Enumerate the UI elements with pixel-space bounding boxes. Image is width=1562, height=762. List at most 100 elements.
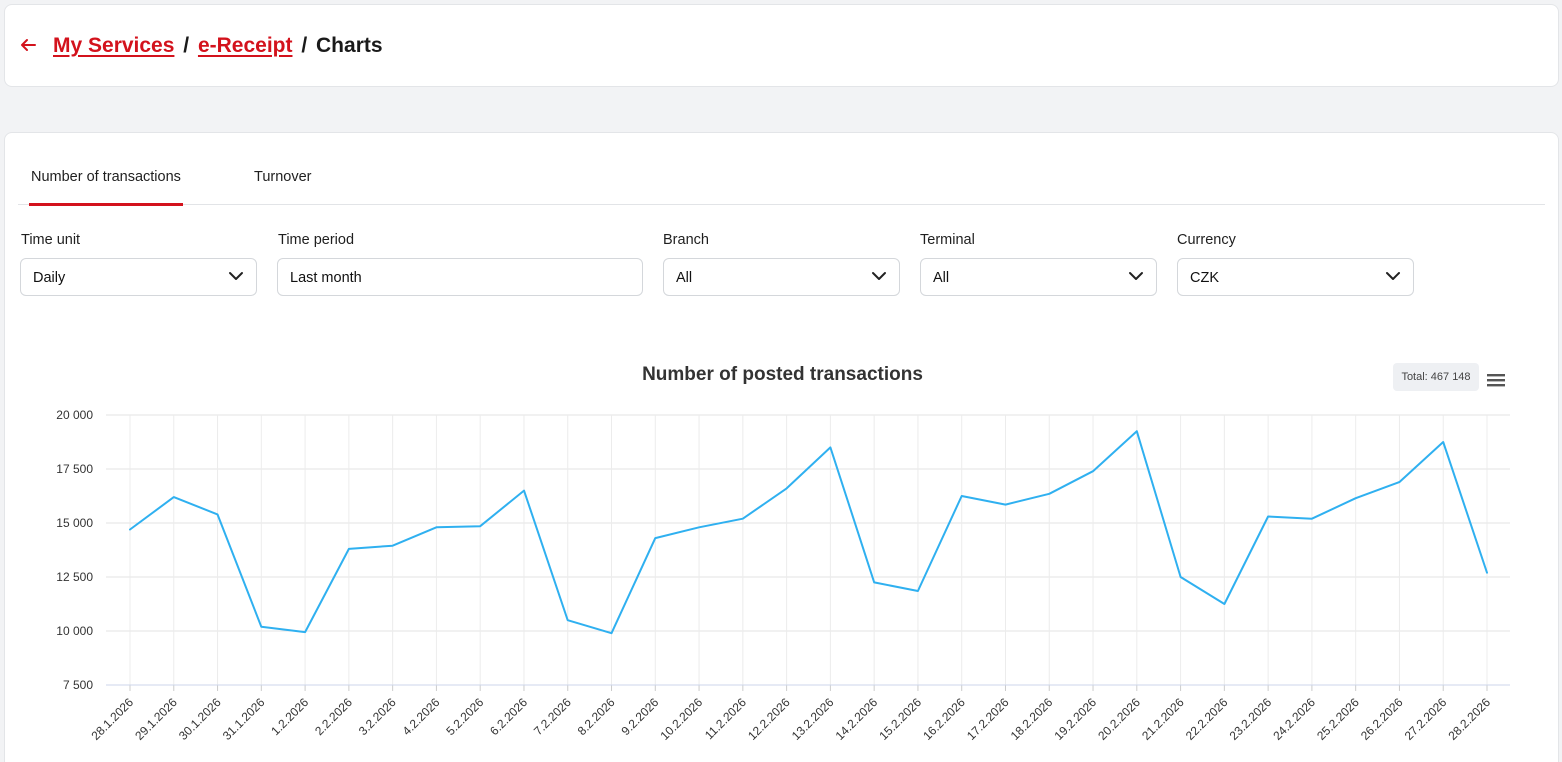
data-point (915, 588, 921, 594)
data-point (1353, 495, 1359, 501)
x-tick-label: 23.2.2026 (1227, 695, 1275, 743)
y-tick-label: 20 000 (56, 408, 93, 422)
y-tick-label: 7 500 (63, 678, 93, 692)
y-tick-label: 10 000 (56, 624, 93, 638)
header-card: My Services / e-Receipt / Charts (4, 4, 1559, 87)
data-point (433, 524, 439, 530)
x-tick-label: 19.2.2026 (1052, 695, 1100, 743)
y-tick-label: 15 000 (56, 516, 93, 530)
data-point (1396, 479, 1402, 485)
data-point (1046, 491, 1052, 497)
tab-bar: Number of transactions Turnover (18, 133, 1545, 206)
arrow-left-icon[interactable] (19, 37, 37, 53)
x-tick-label: 30.1.2026 (176, 695, 224, 743)
x-tick-label: 29.1.2026 (132, 695, 180, 743)
data-point (1484, 570, 1490, 576)
x-tick-label: 2.2.2026 (312, 695, 355, 738)
data-point (346, 546, 352, 552)
data-point (1309, 516, 1315, 522)
x-tick-label: 31.1.2026 (220, 695, 268, 743)
time-unit-value: Daily (33, 270, 66, 286)
x-tick-label: 13.2.2026 (789, 695, 837, 743)
data-point (696, 524, 702, 530)
data-point (1265, 514, 1271, 520)
time-period-value: Last month (290, 270, 362, 286)
chevron-down-icon (1129, 272, 1143, 280)
x-tick-label: 14.2.2026 (833, 695, 881, 743)
chart-title: Number of posted transactions (642, 364, 923, 385)
data-point (740, 516, 746, 522)
data-point (784, 485, 790, 491)
x-tick-label: 7.2.2026 (531, 695, 574, 738)
data-point (171, 494, 177, 500)
x-tick-label: 10.2.2026 (658, 695, 706, 743)
y-tick-label: 17 500 (56, 462, 93, 476)
time-unit-select[interactable]: Daily (20, 258, 257, 296)
x-tick-label: 1.2.2026 (268, 695, 311, 738)
branch-value: All (676, 270, 693, 286)
x-tick-label: 15.2.2026 (876, 695, 924, 743)
currency-select[interactable]: CZK (1177, 258, 1414, 296)
x-tick-label: 4.2.2026 (400, 695, 443, 738)
data-point (827, 444, 833, 450)
x-tick-label: 26.2.2026 (1358, 695, 1406, 743)
hamburger-menu-icon[interactable] (1487, 372, 1505, 388)
x-tick-label: 5.2.2026 (443, 695, 486, 738)
data-point (609, 630, 615, 636)
x-tick-label: 27.2.2026 (1402, 695, 1450, 743)
chart-total-badge: Total: 467 148 (1393, 363, 1479, 391)
time-period-field[interactable]: Last month (277, 258, 643, 296)
data-point (652, 535, 658, 541)
chevron-down-icon (1386, 272, 1400, 280)
data-point (871, 579, 877, 585)
data-point (1090, 468, 1096, 474)
tab-number-of-transactions[interactable]: Number of transactions (29, 169, 183, 206)
breadcrumb: My Services / e-Receipt / Charts (53, 34, 383, 58)
x-tick-label: 28.2.2026 (1445, 695, 1493, 743)
breadcrumb-my-services-link[interactable]: My Services (53, 34, 175, 57)
data-point (959, 493, 965, 499)
x-tick-label: 12.2.2026 (745, 695, 793, 743)
breadcrumb-separator: / (183, 34, 190, 57)
data-point (1440, 439, 1446, 445)
page-title: Charts (316, 34, 383, 57)
x-tick-label: 8.2.2026 (575, 695, 618, 738)
data-point (258, 624, 264, 630)
branch-select[interactable]: All (663, 258, 900, 296)
time-period-label: Time period (278, 232, 355, 248)
data-point (215, 511, 221, 517)
charts-card: Number of transactions Turnover Time uni… (4, 132, 1559, 762)
breadcrumb-ereceipt-link[interactable]: e-Receipt (197, 34, 293, 57)
line-chart: 20 000 17 500 15 000 12 500 10 000 7 500 28.1.… (56, 408, 1510, 743)
currency-value: CZK (1190, 270, 1219, 286)
chevron-down-icon (229, 272, 243, 280)
data-point (1134, 428, 1140, 434)
chevron-down-icon (872, 272, 886, 280)
data-point (1002, 502, 1008, 508)
x-tick-label: 9.2.2026 (618, 695, 661, 738)
x-tick-label: 6.2.2026 (487, 695, 530, 738)
data-point (521, 488, 527, 494)
time-unit-label: Time unit (21, 232, 81, 248)
x-tick-label: 25.2.2026 (1314, 695, 1362, 743)
x-tick-label: 22.2.2026 (1183, 695, 1231, 743)
x-tick-label: 18.2.2026 (1008, 695, 1056, 743)
currency-label: Currency (1177, 232, 1236, 248)
x-tick-label: 3.2.2026 (356, 695, 399, 738)
breadcrumb-separator: / (301, 34, 308, 57)
data-point (565, 617, 571, 623)
data-point (302, 629, 308, 635)
terminal-label: Terminal (920, 232, 975, 248)
terminal-select[interactable]: All (920, 258, 1157, 296)
terminal-value: All (933, 270, 950, 286)
data-point (1221, 601, 1227, 607)
x-tick-label: 16.2.2026 (920, 695, 968, 743)
x-tick-label: 11.2.2026 (702, 695, 749, 742)
x-tick-label: 21.2.2026 (1139, 695, 1187, 743)
series-line (129, 430, 1488, 635)
x-tick-label: 17.2.2026 (964, 695, 1012, 743)
tab-turnover[interactable]: Turnover (254, 169, 312, 185)
y-tick-label: 12 500 (56, 570, 93, 584)
x-tick-label: 24.2.2026 (1270, 695, 1318, 743)
x-tick-label: 28.1.2026 (88, 695, 136, 743)
